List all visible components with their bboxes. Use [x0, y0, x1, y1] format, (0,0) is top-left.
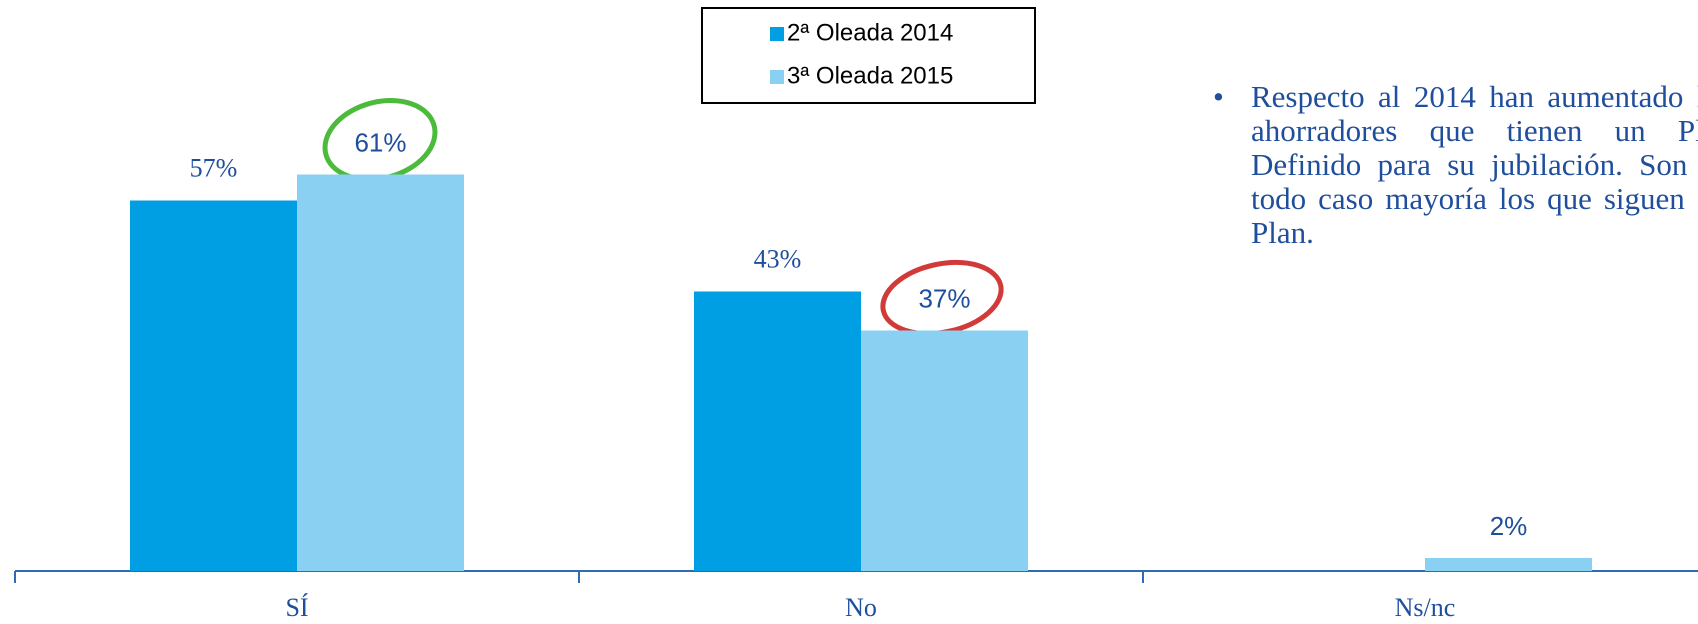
data-label: 2% — [1490, 511, 1528, 541]
data-label: 37% — [918, 283, 970, 313]
bullet: • — [1213, 79, 1224, 114]
legend-box — [701, 7, 1036, 104]
bar — [297, 174, 464, 571]
legend-swatch — [770, 27, 784, 41]
x-tick-label: No — [845, 593, 877, 622]
data-label: 43% — [754, 244, 802, 273]
legend-label: 2ª Oleada 2014 — [787, 19, 953, 46]
bar — [130, 200, 297, 571]
bar — [1425, 558, 1592, 571]
legend-label: 3ª Oleada 2015 — [787, 62, 953, 89]
bar — [861, 330, 1028, 571]
x-tick-label: Ns/nc — [1395, 593, 1456, 622]
bar — [694, 291, 861, 571]
data-label: 57% — [190, 153, 238, 182]
note: • Respecto al 2014 han aumentado los ahor… — [1213, 80, 1698, 250]
x-tick-label: SÍ — [285, 593, 308, 622]
data-label: 61% — [354, 127, 406, 157]
legend-swatch — [770, 70, 784, 84]
note-text: Respecto al 2014 han aumentado los ahorr… — [1251, 79, 1698, 250]
